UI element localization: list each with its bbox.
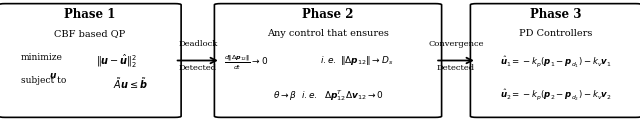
Text: Convergence: Convergence [428,40,484,48]
Text: $\tilde{A}\boldsymbol{u} \leq \tilde{\boldsymbol{b}}$: $\tilde{A}\boldsymbol{u} \leq \tilde{\bo… [113,76,147,91]
Text: Phase 1: Phase 1 [64,8,116,21]
Text: Phase 2: Phase 2 [302,8,354,21]
Text: Detected: Detected [437,64,475,72]
Text: $\frac{d\|\Delta \boldsymbol{p}_{12}\|}{dt} \rightarrow 0$: $\frac{d\|\Delta \boldsymbol{p}_{12}\|}{… [224,54,268,72]
Text: Detected: Detected [179,64,217,72]
FancyBboxPatch shape [470,4,640,117]
Text: $\theta \rightarrow \beta\ \ i.e.\ \ \Delta \boldsymbol{p}_{12}^T \Delta \boldsy: $\theta \rightarrow \beta\ \ i.e.\ \ \De… [273,88,383,103]
Text: Phase 3: Phase 3 [531,8,582,21]
Text: $\|\boldsymbol{u} - \hat{\boldsymbol{u}}\|_2^2$: $\|\boldsymbol{u} - \hat{\boldsymbol{u}}… [97,53,138,70]
Text: $\hat{\boldsymbol{u}}_2 = -k_p(\boldsymbol{p}_2 - \boldsymbol{p}_{d_2}) - k_v \b: $\hat{\boldsymbol{u}}_2 = -k_p(\boldsymb… [500,87,612,102]
FancyBboxPatch shape [0,4,181,117]
Text: $i.e.\ \|\Delta \boldsymbol{p}_{12}\| \rightarrow D_s$: $i.e.\ \|\Delta \boldsymbol{p}_{12}\| \r… [320,54,394,67]
Text: $\hat{\boldsymbol{u}}_1 = -k_p(\boldsymbol{p}_1 - \boldsymbol{p}_{d_1}) - k_v \b: $\hat{\boldsymbol{u}}_1 = -k_p(\boldsymb… [500,54,612,69]
Text: Deadlock: Deadlock [178,40,218,48]
Text: Any control that ensures: Any control that ensures [267,29,389,38]
Text: $\boldsymbol{u}$: $\boldsymbol{u}$ [49,71,57,80]
Text: PD Controllers: PD Controllers [520,29,593,38]
FancyBboxPatch shape [214,4,442,117]
Text: CBF based QP: CBF based QP [54,29,125,38]
Text: subject to: subject to [21,76,67,85]
Text: minimize: minimize [21,53,63,62]
